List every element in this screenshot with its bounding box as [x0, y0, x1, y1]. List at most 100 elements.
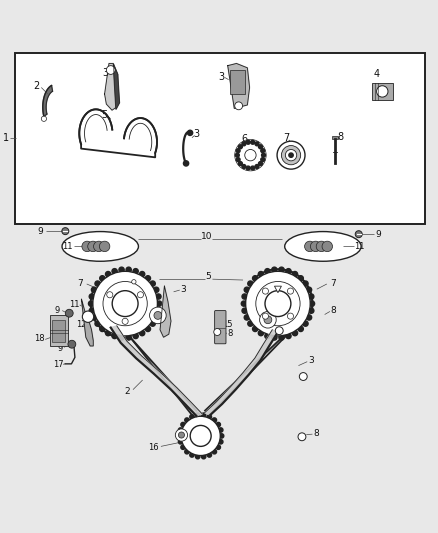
Circle shape [279, 335, 284, 340]
Circle shape [287, 288, 293, 294]
Circle shape [244, 287, 250, 293]
Circle shape [41, 116, 46, 122]
Circle shape [248, 321, 253, 326]
Circle shape [107, 292, 113, 298]
Circle shape [106, 271, 111, 277]
Circle shape [216, 422, 220, 427]
Text: 3: 3 [218, 71, 224, 82]
Circle shape [219, 440, 223, 444]
Circle shape [309, 301, 314, 306]
Circle shape [299, 373, 307, 381]
Circle shape [251, 166, 254, 170]
Circle shape [190, 415, 194, 419]
Bar [332, 135, 338, 140]
Circle shape [307, 287, 312, 293]
Text: 3: 3 [308, 356, 314, 365]
Circle shape [140, 271, 145, 277]
Circle shape [207, 415, 212, 419]
Polygon shape [160, 286, 171, 337]
Polygon shape [81, 299, 93, 346]
Circle shape [175, 429, 187, 441]
Text: 9: 9 [55, 305, 60, 314]
Circle shape [279, 267, 284, 272]
Text: 2: 2 [33, 81, 39, 91]
Circle shape [201, 413, 206, 417]
Circle shape [236, 149, 240, 152]
Circle shape [89, 294, 95, 299]
Ellipse shape [62, 231, 138, 261]
Circle shape [65, 309, 73, 317]
Circle shape [238, 145, 242, 149]
Circle shape [262, 313, 268, 319]
Circle shape [156, 294, 161, 299]
Circle shape [106, 330, 111, 336]
Text: 1: 1 [3, 133, 9, 143]
Circle shape [154, 315, 159, 320]
Circle shape [261, 149, 265, 152]
Circle shape [112, 269, 117, 274]
Circle shape [276, 327, 283, 335]
Bar [14, 53, 425, 224]
Circle shape [100, 326, 105, 332]
Circle shape [156, 308, 161, 313]
Circle shape [95, 281, 100, 286]
Text: 7: 7 [331, 279, 336, 288]
Text: 7: 7 [77, 279, 83, 288]
Text: 13: 13 [268, 298, 279, 307]
Text: 4: 4 [374, 69, 380, 79]
Circle shape [178, 428, 183, 432]
Circle shape [264, 316, 272, 324]
Circle shape [235, 102, 243, 110]
Circle shape [145, 276, 151, 281]
Circle shape [265, 269, 270, 274]
Circle shape [265, 290, 291, 317]
Circle shape [262, 288, 268, 294]
Text: 8: 8 [227, 329, 233, 338]
Circle shape [219, 428, 223, 432]
Circle shape [106, 66, 115, 75]
Text: 9: 9 [57, 344, 62, 353]
Circle shape [92, 315, 97, 320]
Circle shape [181, 422, 185, 427]
Polygon shape [205, 330, 278, 415]
Circle shape [298, 276, 304, 281]
FancyBboxPatch shape [215, 311, 226, 344]
Circle shape [207, 453, 212, 457]
Circle shape [132, 280, 136, 284]
Circle shape [242, 165, 246, 168]
Circle shape [93, 271, 157, 336]
Circle shape [68, 340, 76, 348]
Circle shape [277, 141, 305, 169]
Circle shape [303, 281, 308, 286]
Circle shape [216, 445, 220, 449]
Circle shape [184, 161, 189, 166]
Circle shape [190, 425, 211, 446]
Circle shape [255, 142, 259, 146]
Circle shape [190, 453, 194, 457]
Circle shape [82, 311, 94, 322]
Circle shape [246, 166, 250, 170]
Circle shape [286, 149, 297, 161]
Circle shape [212, 449, 216, 454]
Circle shape [177, 434, 182, 438]
Circle shape [112, 333, 117, 338]
Circle shape [248, 281, 253, 286]
Circle shape [244, 315, 250, 320]
Circle shape [219, 434, 224, 438]
Text: 18: 18 [34, 334, 44, 343]
Circle shape [253, 276, 258, 281]
Circle shape [100, 276, 105, 281]
Circle shape [195, 413, 200, 417]
Text: 8: 8 [313, 429, 319, 438]
Circle shape [237, 142, 264, 168]
Bar [52, 320, 65, 342]
Circle shape [272, 335, 277, 340]
Circle shape [282, 146, 300, 165]
Bar [49, 316, 68, 346]
Circle shape [236, 158, 240, 161]
Circle shape [245, 149, 256, 161]
Text: 2: 2 [124, 387, 130, 396]
Circle shape [261, 153, 265, 157]
Circle shape [122, 318, 128, 325]
Text: 8: 8 [331, 305, 336, 314]
